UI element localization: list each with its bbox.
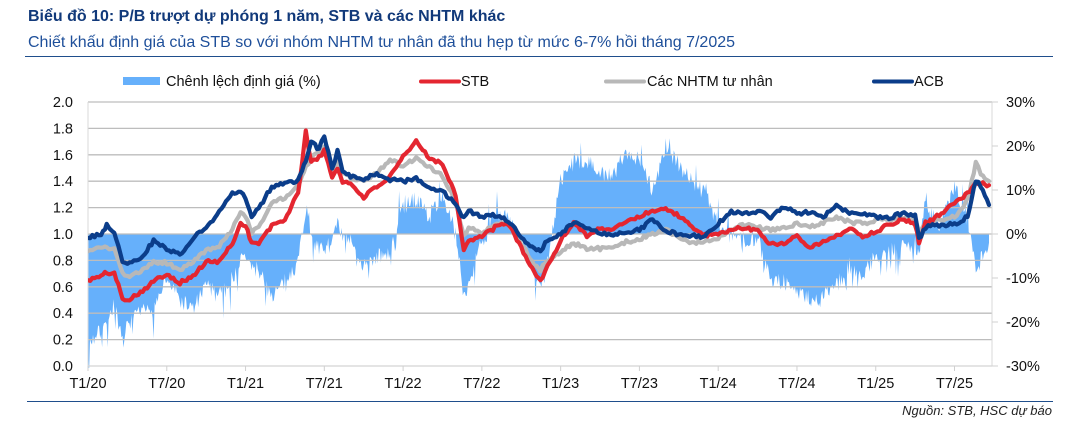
source-note: Nguồn: STB, HSC dự báo [902, 403, 1052, 418]
left-axis-tick-label: 0.6 [53, 280, 73, 296]
right-axis-tick-label: -30% [1006, 359, 1040, 375]
x-axis-tick-label: T1/24 [700, 376, 737, 392]
valuation-gap-area [88, 138, 989, 368]
axes [87, 101, 998, 371]
chart-title: Biểu đồ 10: P/B trượt dự phóng 1 năm, ST… [28, 8, 506, 25]
x-axis-tick-label: T7/20 [148, 376, 185, 392]
footer-divider [27, 401, 1053, 402]
left-axis-tick-label: 1.2 [53, 201, 73, 217]
private-banks-line [88, 144, 992, 280]
axis-labels: 2.0 1.8 1.6 1.4 1.2 1.0 0.8 0.6 0.4 0.2 0.0 30% 20% 1… [53, 95, 1040, 392]
legend: Chênh lệch định giá (%) STB Các NHTM tư … [123, 74, 944, 90]
legend-label-stb: STB [461, 74, 489, 90]
left-axis-tick-label: 0.2 [53, 333, 73, 349]
legend-label-private-banks: Các NHTM tư nhân [647, 74, 773, 90]
x-axis-tick-label: T1/21 [227, 376, 264, 392]
legend-item-valuation-gap: Chênh lệch định giá (%) [123, 74, 321, 90]
area-layer [88, 138, 989, 368]
x-axis-tick-label: T7/22 [463, 376, 500, 392]
left-axis-tick-label: 0.0 [53, 359, 73, 375]
stb-line [88, 128, 992, 303]
legend-item-acb: ACB [872, 74, 944, 90]
right-axis-tick-label: 10% [1006, 183, 1035, 199]
x-axis-tick-label: T7/24 [778, 376, 815, 392]
x-axis-tick-label: T7/21 [306, 376, 343, 392]
legend-label-acb: ACB [914, 74, 944, 90]
left-axis-tick-label: 1.8 [53, 121, 73, 137]
legend-item-private-banks: Các NHTM tư nhân [604, 74, 773, 90]
x-axis-tick-label: T7/23 [621, 376, 658, 392]
legend-label-valuation-gap: Chênh lệch định giá (%) [166, 74, 321, 90]
right-axis-tick-label: 0% [1006, 227, 1027, 243]
x-axis-tick-label: T7/25 [936, 376, 973, 392]
left-axis-tick-label: 1.6 [53, 148, 73, 164]
header-divider [25, 56, 1053, 57]
right-axis-tick-label: 20% [1006, 139, 1035, 155]
x-axis-tick-label: T1/22 [385, 376, 422, 392]
left-axis-tick-label: 2.0 [53, 95, 73, 111]
x-axis-tick-label: T1/23 [542, 376, 579, 392]
left-axis-tick-label: 0.4 [53, 306, 73, 322]
left-axis-tick-label: 0.8 [53, 253, 73, 269]
right-axis-tick-label: 30% [1006, 95, 1035, 111]
legend-swatch-valuation-gap [123, 77, 160, 85]
x-axis-tick-label: T1/25 [857, 376, 894, 392]
right-axis-tick-label: -20% [1006, 315, 1040, 331]
x-axis-tick-label: T1/20 [69, 376, 106, 392]
series-lines [88, 128, 992, 303]
right-axis-tick-label: -10% [1006, 271, 1040, 287]
legend-item-stb: STB [419, 74, 489, 90]
acb-line [88, 134, 992, 266]
left-axis-tick-label: 1.4 [53, 174, 73, 190]
chart-subtitle: Chiết khấu định giá của STB so với nhóm … [28, 34, 736, 51]
left-axis-tick-label: 1.0 [53, 227, 73, 243]
